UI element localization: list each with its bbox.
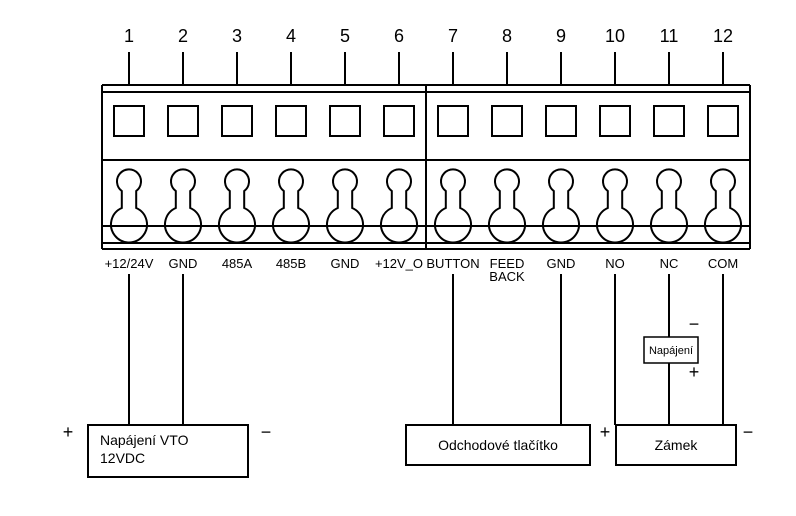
lock-minus: − — [743, 422, 754, 442]
terminal-label: 485A — [222, 256, 253, 271]
terminal-label: COM — [708, 256, 738, 271]
terminal-label: +12V_O — [375, 256, 423, 271]
terminal-label: NO — [605, 256, 625, 271]
pin-number: 9 — [556, 26, 566, 46]
pin-number: 1 — [124, 26, 134, 46]
terminal-label: +12/24V — [105, 256, 154, 271]
terminal-label: GND — [169, 256, 198, 271]
supply-minus: − — [689, 314, 700, 334]
pin-number: 6 — [394, 26, 404, 46]
pin-number: 3 — [232, 26, 242, 46]
psu-label: 12VDC — [100, 450, 145, 466]
pin-number: 10 — [605, 26, 625, 46]
pin-number: 8 — [502, 26, 512, 46]
terminal-label: 485B — [276, 256, 306, 271]
lock-plus: + — [600, 422, 611, 442]
terminal-label: GND — [331, 256, 360, 271]
exit-label: Odchodové tlačítko — [438, 437, 558, 453]
pin-number: 5 — [340, 26, 350, 46]
pin-number: 7 — [448, 26, 458, 46]
psu-plus: + — [63, 422, 74, 442]
terminal-label: BUTTON — [426, 256, 479, 271]
lock-label: Zámek — [655, 437, 699, 453]
pin-number: 4 — [286, 26, 296, 46]
pin-number: 11 — [660, 26, 679, 46]
pin-number: 12 — [713, 26, 733, 46]
terminal-label: BACK — [489, 269, 525, 284]
supply-label: Napájení — [649, 345, 693, 357]
psu-minus: − — [261, 422, 272, 442]
psu-label: Napájení VTO — [100, 432, 189, 448]
supply-plus: + — [689, 362, 700, 382]
terminal-label: GND — [547, 256, 576, 271]
terminal-label: NC — [660, 256, 679, 271]
pin-number: 2 — [178, 26, 188, 46]
